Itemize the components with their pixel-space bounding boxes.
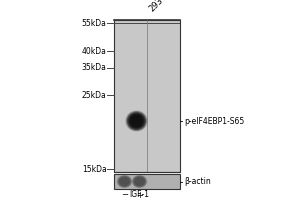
Ellipse shape xyxy=(136,179,143,184)
Ellipse shape xyxy=(121,179,128,184)
Ellipse shape xyxy=(133,118,140,124)
Ellipse shape xyxy=(134,177,146,186)
Ellipse shape xyxy=(126,111,147,131)
Ellipse shape xyxy=(137,179,142,184)
Ellipse shape xyxy=(130,115,143,127)
Ellipse shape xyxy=(127,112,146,130)
Text: +: + xyxy=(136,190,143,200)
Text: β-actin: β-actin xyxy=(184,178,211,186)
Bar xyxy=(114,20,180,172)
Text: 15kDa: 15kDa xyxy=(82,164,106,173)
Ellipse shape xyxy=(129,114,144,128)
Ellipse shape xyxy=(134,177,145,186)
Ellipse shape xyxy=(131,116,142,126)
Ellipse shape xyxy=(133,176,146,187)
Text: p-eIF4EBP1-S65: p-eIF4EBP1-S65 xyxy=(184,116,245,126)
Ellipse shape xyxy=(132,116,141,126)
Text: 35kDa: 35kDa xyxy=(82,64,106,72)
Text: IGF-1: IGF-1 xyxy=(130,190,149,199)
Text: 40kDa: 40kDa xyxy=(82,46,106,55)
Ellipse shape xyxy=(135,178,144,185)
Bar xyxy=(114,174,180,189)
Ellipse shape xyxy=(128,113,145,129)
Ellipse shape xyxy=(121,178,128,185)
Ellipse shape xyxy=(118,177,130,186)
Text: 25kDa: 25kDa xyxy=(82,90,106,99)
Ellipse shape xyxy=(128,113,146,129)
Text: 55kDa: 55kDa xyxy=(82,19,106,27)
Text: −: − xyxy=(121,190,128,200)
Text: 293T: 293T xyxy=(147,0,168,13)
Ellipse shape xyxy=(117,176,132,188)
Ellipse shape xyxy=(119,177,130,186)
Ellipse shape xyxy=(118,176,131,187)
Ellipse shape xyxy=(132,176,147,188)
Ellipse shape xyxy=(120,178,129,185)
Ellipse shape xyxy=(136,178,143,185)
Ellipse shape xyxy=(133,117,140,125)
Ellipse shape xyxy=(122,179,127,184)
